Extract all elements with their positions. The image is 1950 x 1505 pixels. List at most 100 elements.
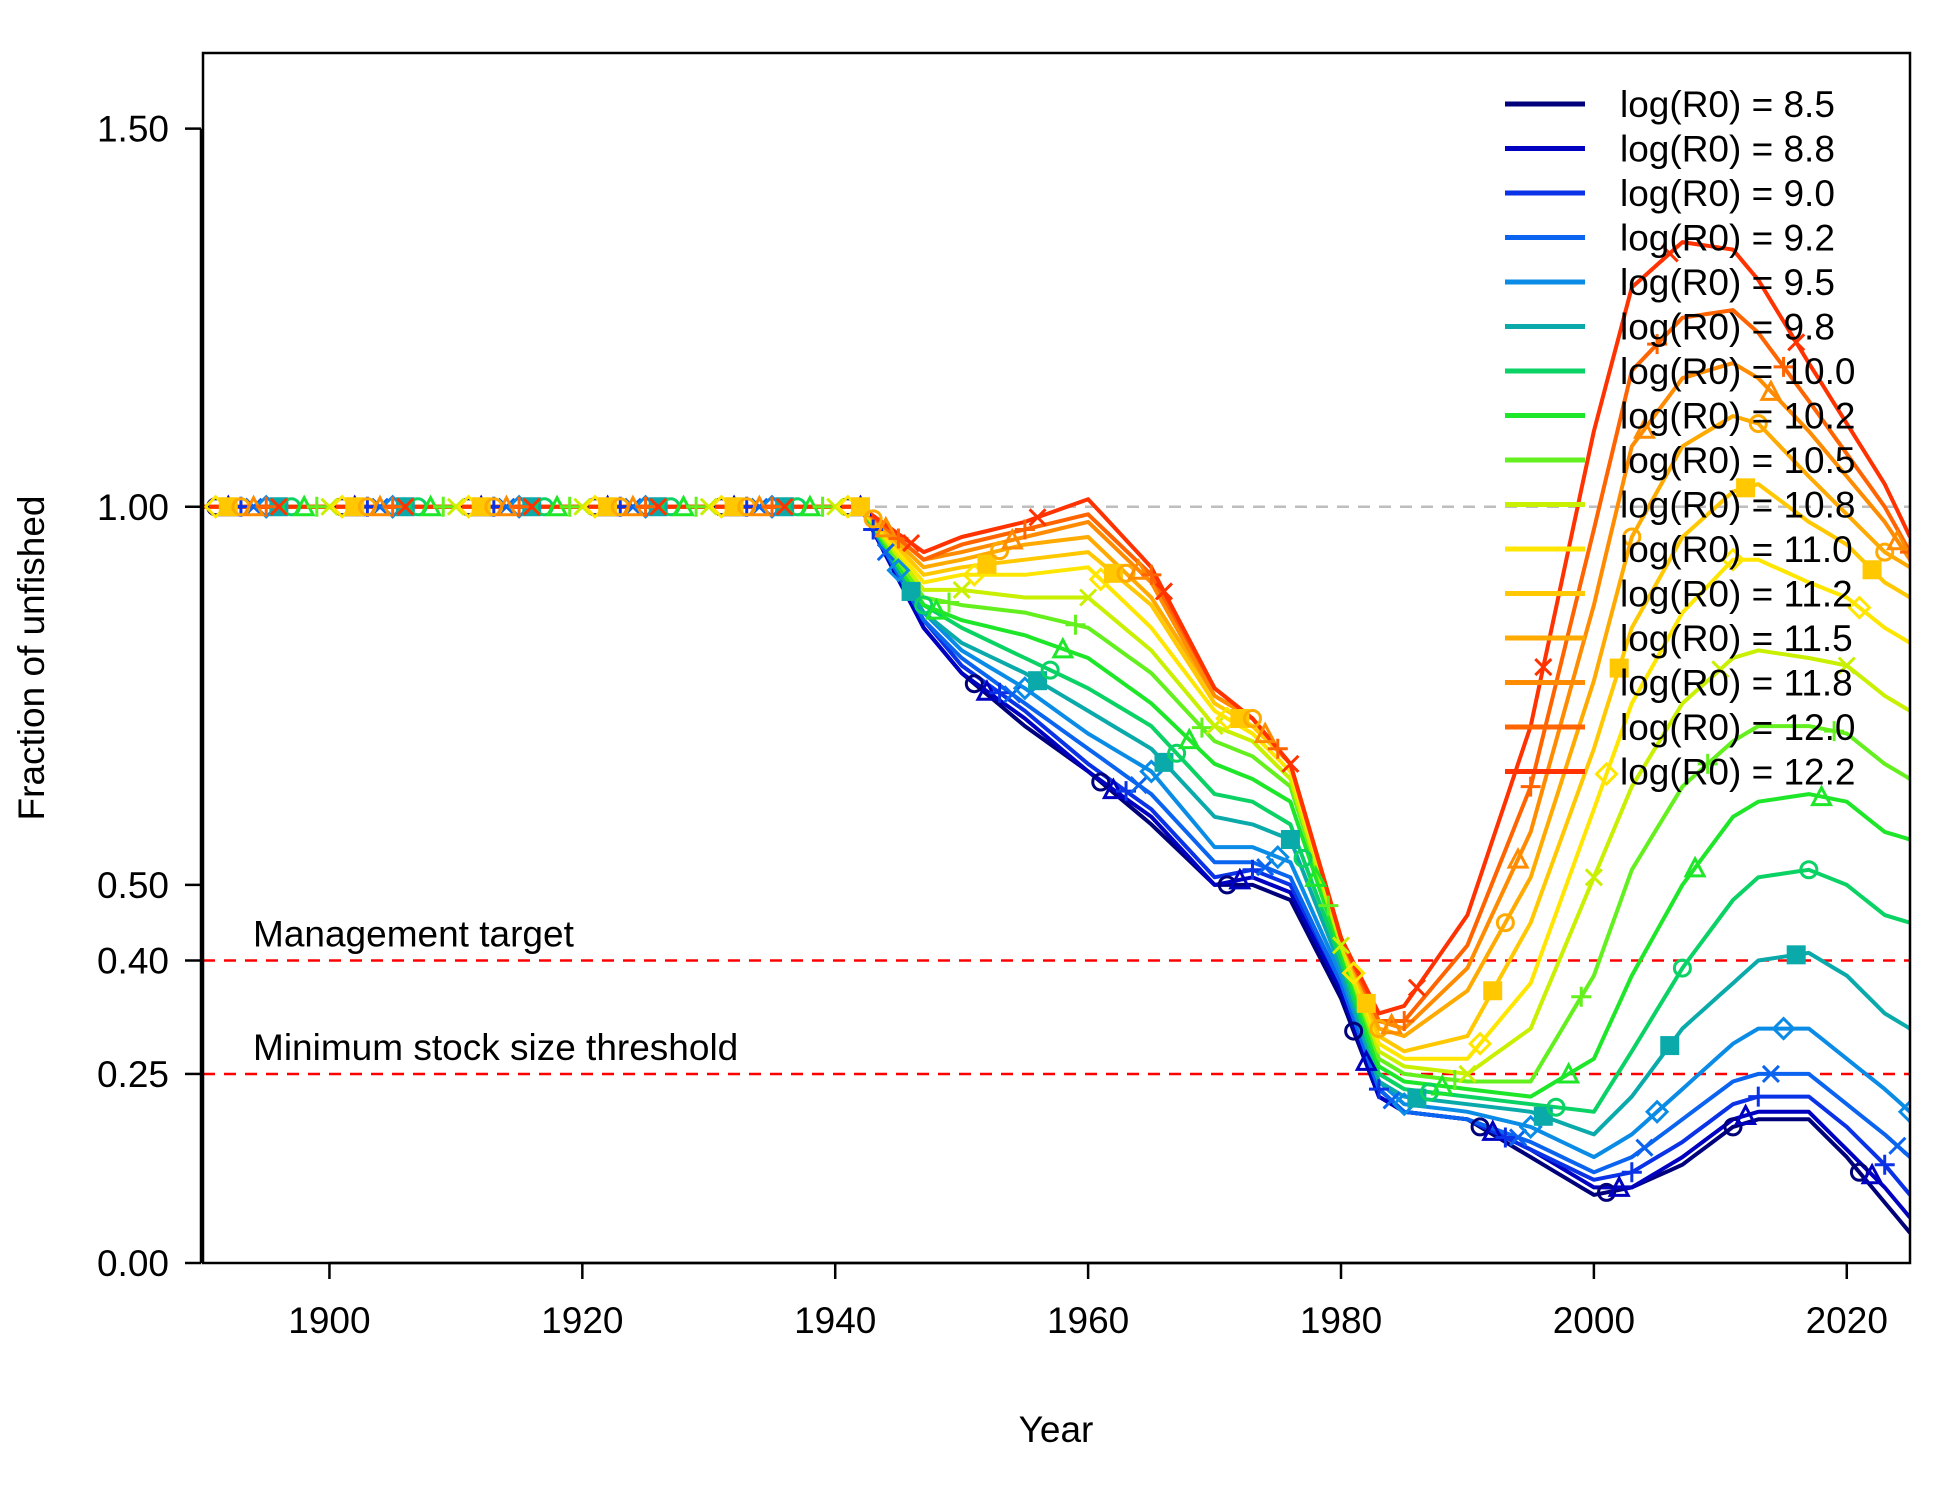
reference-labels: Management target Minimum stock size thre… [253, 914, 738, 1068]
x-axis-label: Year [1019, 1409, 1094, 1450]
legend-label: log(R0) = 10.0 [1620, 351, 1856, 392]
series-marker [1154, 582, 1174, 601]
legend-label: log(R0) = 10.5 [1620, 440, 1856, 481]
series-marker [1900, 542, 1910, 563]
series-marker [1720, 547, 1746, 572]
series-marker [598, 497, 618, 517]
series-marker [1622, 527, 1642, 547]
legend-label: log(R0) = 11.5 [1620, 618, 1853, 659]
x-tick-label: 2020 [1806, 1300, 1888, 1341]
legend-label: log(R0) = 12.0 [1620, 707, 1856, 748]
series-marker [1116, 563, 1136, 583]
series-marker [989, 682, 1010, 703]
series-marker [256, 496, 277, 517]
series-marker [1177, 727, 1201, 750]
legend-label: log(R0) = 8.8 [1620, 129, 1835, 170]
series-marker [762, 496, 782, 517]
series-marker [1341, 960, 1366, 986]
series-marker [1660, 244, 1679, 263]
series-marker [1281, 754, 1300, 773]
series-marker [1534, 658, 1553, 677]
series-marker [1369, 1019, 1389, 1039]
series-marker [1660, 1036, 1680, 1056]
series-marker [1470, 1117, 1490, 1137]
series-marker [1824, 721, 1845, 742]
series-marker [977, 554, 997, 574]
series-marker [826, 497, 845, 516]
series-marker [874, 515, 898, 538]
legend-label: log(R0) = 11.0 [1620, 529, 1853, 570]
legend-label: log(R0) = 11.8 [1620, 663, 1853, 704]
series-marker [573, 497, 592, 516]
series-marker [1697, 753, 1718, 774]
series-marker [433, 496, 454, 517]
series-marker [306, 496, 327, 517]
series-marker [1154, 752, 1174, 772]
series-marker [1508, 1128, 1528, 1147]
series-marker [382, 496, 403, 517]
series-marker [635, 496, 656, 517]
x-tick-label: 1940 [794, 1300, 876, 1341]
series-marker [1546, 1097, 1566, 1117]
series-marker [1885, 528, 1909, 551]
series-marker [1228, 867, 1252, 890]
series-marker [1051, 636, 1075, 659]
series-marker [686, 496, 707, 517]
series-line [203, 504, 1910, 1235]
series-marker [396, 497, 415, 516]
legend-label: log(R0) = 8.5 [1620, 84, 1835, 125]
series-marker [699, 497, 718, 516]
series-marker [1265, 845, 1290, 870]
reference-line-label: Minimum stock size threshold [253, 1027, 738, 1068]
series-marker [1748, 1086, 1769, 1107]
series-marker [812, 496, 833, 517]
series-marker [886, 558, 911, 583]
series-marker [876, 543, 895, 562]
series-marker [1344, 1021, 1364, 1041]
series-marker [320, 497, 339, 516]
series-marker [1091, 772, 1111, 792]
series-marker [924, 597, 948, 620]
series-marker [1420, 1082, 1440, 1102]
x-tick-label: 1980 [1300, 1300, 1382, 1341]
series-marker [1430, 1073, 1454, 1096]
series-marker [446, 497, 465, 516]
series-marker [1584, 868, 1603, 887]
y-axis: 0.00 0.25 0.40 0.50 1.00 1.50 [97, 109, 203, 1284]
y-tick-label: 0.00 [97, 1243, 169, 1284]
legend-label: log(R0) = 9.5 [1620, 262, 1835, 303]
series-marker [1773, 356, 1794, 377]
series-marker [269, 497, 288, 516]
series-marker [1101, 777, 1125, 800]
series-marker [724, 497, 744, 517]
series-marker [1141, 564, 1162, 585]
series-marker [1103, 563, 1123, 583]
series-marker [1481, 1119, 1505, 1141]
series-marker [1368, 1079, 1389, 1100]
series-marker [1483, 981, 1503, 1001]
series-marker [1597, 1182, 1617, 1202]
series-marker [1837, 656, 1856, 675]
series-marker [1356, 993, 1376, 1013]
series-marker [1495, 913, 1515, 933]
x-tick-label: 1960 [1047, 1300, 1129, 1341]
y-tick-label: 0.25 [97, 1054, 169, 1095]
series-marker [522, 497, 541, 516]
series-marker [1644, 1099, 1670, 1124]
series-marker [851, 497, 871, 517]
series-marker [1380, 1012, 1404, 1035]
series-marker [1860, 1162, 1884, 1185]
series-marker [1506, 846, 1530, 869]
series-marker [1280, 830, 1300, 849]
series-marker [1557, 1061, 1581, 1084]
series-marker [952, 580, 971, 599]
series-marker [1065, 614, 1086, 635]
series-marker [1533, 1106, 1553, 1126]
series-marker [902, 533, 921, 553]
legend-label: log(R0) = 10.2 [1620, 396, 1856, 437]
series-marker [1520, 776, 1541, 797]
x-tick-label: 1920 [541, 1300, 623, 1341]
series-marker [1734, 1103, 1758, 1126]
